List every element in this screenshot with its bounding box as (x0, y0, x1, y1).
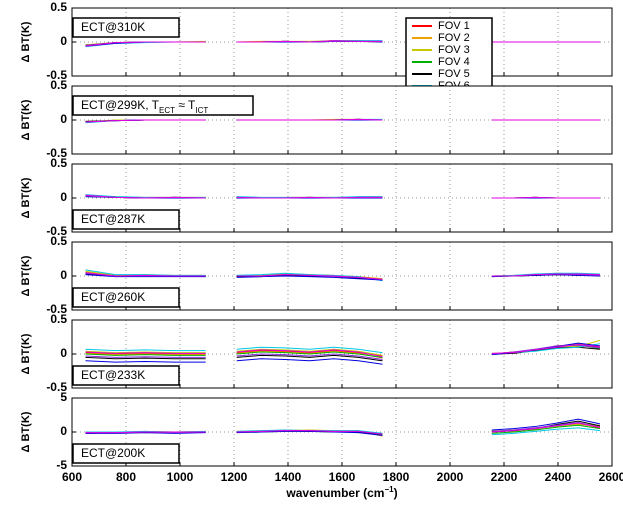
x-tick-label: 1400 (275, 470, 302, 484)
annotation-box (72, 95, 254, 116)
series-line (85, 40, 600, 47)
annotation: ECT@287K (81, 212, 145, 226)
x-axis-label-part: wavenumber (cm (285, 486, 384, 500)
y-tick-label: 0.5 (50, 78, 67, 92)
plot-frame (71, 7, 613, 77)
y-tick-label: -0.5 (46, 224, 67, 238)
annotation-part: ≈ T (175, 98, 196, 112)
series-line (85, 418, 601, 436)
series-line (85, 269, 600, 282)
legend-label: FOV 3 (438, 44, 470, 56)
plot-frame (71, 319, 613, 389)
annotation-box (72, 287, 180, 308)
annotation: ECT@200K (81, 446, 145, 460)
x-tick-label: 1200 (221, 470, 248, 484)
x-axis-label-part: ) (394, 486, 398, 500)
legend-label: FOV 1 (438, 20, 470, 32)
plot-frame (71, 163, 613, 233)
annotation-box (72, 209, 180, 230)
series-line (85, 422, 600, 435)
annotation-part: ICT (195, 106, 208, 115)
annotation-box (72, 443, 180, 464)
y-axis-label: Δ BT(K) (20, 255, 32, 296)
y-tick-label: 0 (60, 112, 67, 126)
y-tick-label: -0.5 (46, 68, 67, 82)
legend-label: FOV 5 (438, 68, 470, 80)
annotation: ECT@310K (81, 20, 145, 34)
series-line (85, 272, 600, 280)
y-tick-label: 0 (60, 346, 67, 360)
legend-label: FOV 2 (438, 32, 470, 44)
plot-frame (71, 241, 613, 311)
series-line (85, 118, 600, 123)
x-tick-label: 1800 (383, 470, 410, 484)
series-line (85, 194, 600, 199)
x-axis-label: wavenumber (cm−1) (285, 485, 397, 501)
x-tick-label: 2600 (599, 470, 623, 484)
x-tick-label: 600 (62, 470, 82, 484)
y-tick-label: 0 (60, 424, 67, 438)
y-axis-label: Δ BT(K) (20, 99, 32, 140)
y-tick-label: 0.5 (50, 0, 67, 14)
y-axis-label: Δ BT(K) (20, 333, 32, 374)
x-tick-label: 1000 (167, 470, 194, 484)
y-axis-label: Δ BT(K) (20, 21, 32, 62)
x-tick-label: 2000 (437, 470, 464, 484)
legend-label: FOV 4 (438, 56, 470, 68)
plot-frame (71, 85, 613, 155)
annotation-box (72, 365, 180, 386)
y-axis-label: Δ BT(K) (20, 411, 32, 452)
y-axis-label: Δ BT(K) (20, 177, 32, 218)
y-tick-label: 0.5 (50, 234, 67, 248)
annotation-part: ECT (159, 106, 175, 115)
y-tick-label: -0.5 (46, 302, 67, 316)
x-tick-label: 800 (116, 470, 136, 484)
y-tick-label: 0 (60, 190, 67, 204)
annotation-box (72, 17, 180, 38)
y-tick-label: -0.5 (46, 146, 67, 160)
y-tick-label: 0 (60, 34, 67, 48)
series-line (85, 343, 600, 358)
y-tick-label: 5 (60, 390, 67, 404)
x-tick-label: 2200 (491, 470, 518, 484)
y-tick-label: -0.5 (46, 380, 67, 394)
x-tick-label: 2400 (545, 470, 572, 484)
annotation-part: ECT@299K, T (81, 98, 160, 112)
annotation: ECT@233K (81, 368, 145, 382)
y-tick-label: 0 (60, 268, 67, 282)
plot-frame (71, 397, 613, 467)
annotation: ECT@260K (81, 290, 145, 304)
y-tick-label: 0.5 (50, 312, 67, 326)
y-tick-label: -5 (56, 458, 67, 472)
x-tick-label: 1600 (329, 470, 356, 484)
y-tick-label: 0.5 (50, 156, 67, 170)
annotation: ECT@299K, TECT ≈ TICT (81, 98, 208, 114)
x-axis-label-part: −1 (384, 485, 394, 494)
